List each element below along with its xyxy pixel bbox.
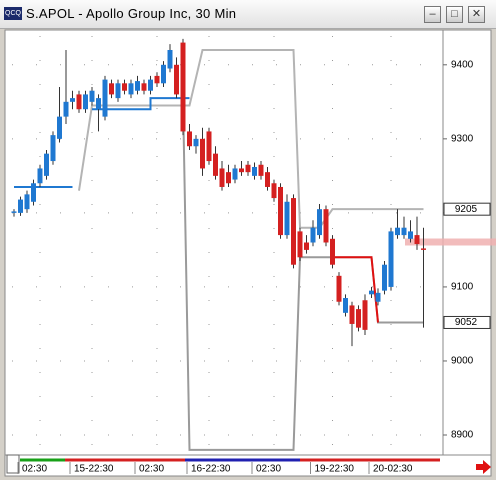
minimize-button[interactable]: – <box>424 6 441 23</box>
candle-body <box>336 275 342 302</box>
candle-body <box>31 183 36 202</box>
y-tick-label: 8900 <box>451 430 474 441</box>
candle-body <box>50 135 56 162</box>
candle-body <box>414 235 420 244</box>
candle-body <box>18 199 23 213</box>
candle-body <box>11 211 17 213</box>
candle-body <box>343 298 348 313</box>
candle-body <box>271 183 277 199</box>
price-marker-box <box>443 315 491 329</box>
candle-body <box>200 138 205 169</box>
candle-body <box>44 153 49 176</box>
scroll-handle[interactable] <box>6 454 20 474</box>
x-tick-label: 20-02:30 <box>373 464 413 475</box>
x-tick-label: 19-22:30 <box>315 464 355 475</box>
candle-body <box>356 309 361 328</box>
close-button[interactable]: ✕ <box>468 6 485 23</box>
x-tick-label: 02:30 <box>256 464 281 475</box>
plot-area <box>4 29 444 456</box>
candle-body <box>388 231 394 287</box>
last-price-bar <box>405 238 496 246</box>
y-tick-label: 9000 <box>451 356 474 367</box>
x-tick-label: 02:30 <box>139 464 164 475</box>
candle-body <box>180 42 186 132</box>
price-marker-label: 9205 <box>455 204 478 215</box>
candle-body <box>135 81 140 91</box>
candle-body <box>265 172 270 187</box>
x-tick-label: 02:30 <box>22 464 47 475</box>
candle-body <box>330 238 335 265</box>
candle-body <box>148 79 153 91</box>
candle-body <box>297 231 303 258</box>
title-bar: QCQ S.APOL - Apollo Group Inc, 30 Min – … <box>0 0 496 29</box>
candle-body <box>258 164 264 176</box>
y-tick-label: 9400 <box>451 59 474 70</box>
candle-body <box>115 83 121 99</box>
candle-body <box>102 79 108 117</box>
indicator-line <box>92 97 190 111</box>
candle-body <box>278 186 283 236</box>
candle-body <box>395 227 400 236</box>
candle-body <box>219 168 225 187</box>
candle-body <box>421 248 426 250</box>
candle-body <box>362 300 368 330</box>
candle-body <box>122 83 127 91</box>
candle-body <box>154 75 160 84</box>
candle-body <box>408 231 413 239</box>
candle-body <box>232 168 238 180</box>
candle-body <box>310 227 316 243</box>
candle-body <box>226 172 231 184</box>
candle-body <box>375 292 381 302</box>
x-tick-label: 16-22:30 <box>191 464 231 475</box>
candle-body <box>141 83 147 91</box>
candle-body <box>24 194 30 210</box>
candle-body <box>57 116 62 139</box>
candle-body <box>167 49 173 69</box>
price-marker-box <box>443 202 491 216</box>
price-marker-label: 9052 <box>455 317 478 328</box>
candle-body <box>63 101 69 117</box>
candle-body <box>161 64 166 84</box>
candle-body <box>96 98 101 110</box>
scroll-arrow[interactable] <box>476 460 491 474</box>
candle-body <box>193 138 199 147</box>
candle-body <box>128 83 134 95</box>
candle-body <box>206 131 212 162</box>
maximize-button[interactable]: □ <box>446 6 463 23</box>
candle-body <box>317 209 322 236</box>
candle-body <box>349 305 355 324</box>
candle-body <box>245 164 251 173</box>
candle-body <box>89 90 95 102</box>
candle-body <box>382 264 387 291</box>
y-tick-label: 9100 <box>451 282 474 293</box>
candle-body <box>70 98 75 102</box>
window-title: S.APOL - Apollo Group Inc, 30 Min <box>26 6 237 21</box>
candle-body <box>252 166 257 176</box>
app-icon: QCQ <box>4 7 22 20</box>
candle-body <box>174 64 179 95</box>
candle-body <box>109 83 114 95</box>
y-tick-label: 9300 <box>451 133 474 144</box>
x-tick-label: 15-22:30 <box>74 464 114 475</box>
candle-body <box>304 242 309 250</box>
candle-body <box>37 168 43 184</box>
candle-body <box>401 227 407 236</box>
candle-body <box>83 94 88 110</box>
chart: 89009000910092009300940002:3015-22:3002:… <box>4 29 496 477</box>
candle-body <box>239 168 244 173</box>
candle-body <box>284 201 290 236</box>
candle-body <box>76 94 82 110</box>
candle-body <box>291 198 296 265</box>
candle-body <box>369 290 374 295</box>
candle-body <box>187 131 192 147</box>
candle-body <box>323 209 329 243</box>
candle-body <box>213 153 218 176</box>
